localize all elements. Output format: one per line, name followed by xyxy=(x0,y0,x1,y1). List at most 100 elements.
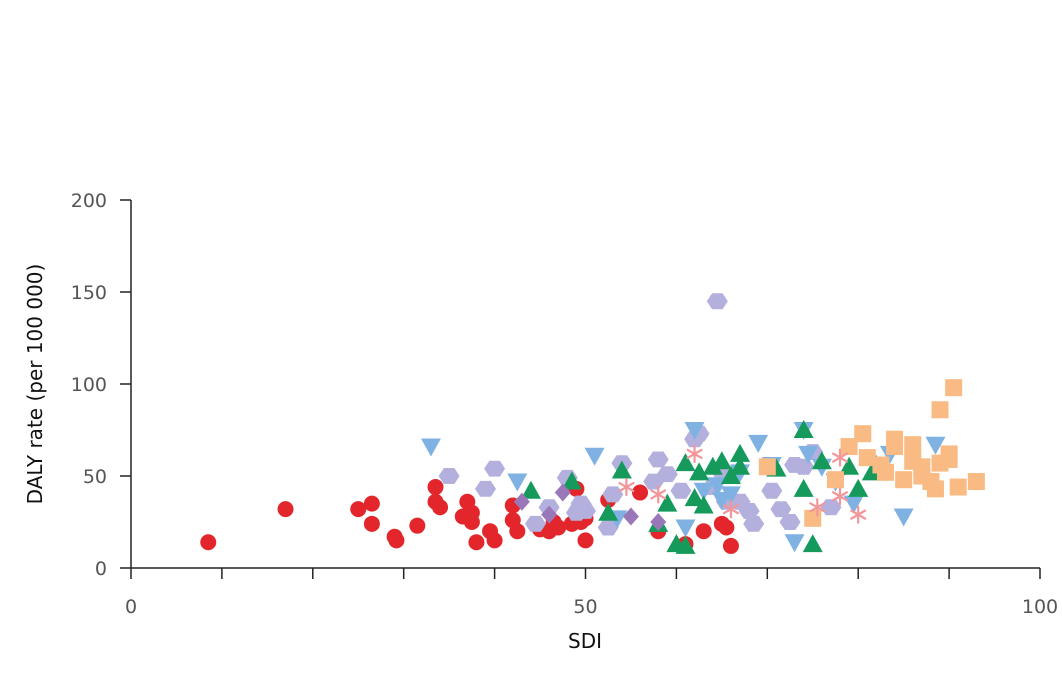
data-point-triangle-down xyxy=(893,508,914,527)
data-point-triangle-up xyxy=(848,478,869,497)
x-ticks: 0 50 100 xyxy=(125,568,1058,618)
data-point-circle xyxy=(427,479,444,496)
data-point-circle xyxy=(388,532,405,549)
data-point-triangle-up xyxy=(702,456,723,475)
data-point-triangle-down xyxy=(925,436,946,455)
data-point-circle xyxy=(486,532,503,549)
data-point-square xyxy=(945,379,963,397)
data-point-square xyxy=(931,401,949,419)
data-point-square xyxy=(949,478,967,496)
data-point-hexagon xyxy=(647,451,669,468)
y-tick-label: 100 xyxy=(71,374,107,396)
data-point-circle xyxy=(695,523,712,540)
data-point-diamond xyxy=(622,507,639,526)
data-point-hexagon xyxy=(597,519,619,536)
data-point-square xyxy=(826,471,844,489)
data-point-triangle-down xyxy=(798,445,819,464)
x-tick-label: 0 xyxy=(125,596,137,618)
data-point-hexagon xyxy=(770,501,792,518)
data-point-square xyxy=(904,436,922,454)
data-point-hexagon xyxy=(475,480,496,497)
x-axis-title: SDI xyxy=(568,629,602,653)
y-axis-title: DALY rate (per 100 000) xyxy=(23,264,47,505)
data-point-triangle-up xyxy=(611,460,632,479)
data-point-asterisk xyxy=(831,448,849,467)
data-point-circle xyxy=(200,534,217,551)
data-point-circle xyxy=(468,534,485,551)
data-point-hexagon xyxy=(484,460,506,477)
data-point-hexagon xyxy=(761,482,783,499)
data-point-asterisk xyxy=(831,487,849,506)
data-point-diamond xyxy=(554,483,571,502)
data-point-hexagon xyxy=(656,466,678,483)
data-point-square xyxy=(804,509,822,527)
data-point-diamond xyxy=(513,492,530,511)
data-point-triangle-up xyxy=(598,502,619,521)
data-point-square xyxy=(886,430,904,448)
data-point-triangle-down xyxy=(684,422,705,440)
data-point-hexagon xyxy=(525,515,546,532)
data-point-circle xyxy=(277,501,294,518)
data-point-square xyxy=(854,425,872,443)
data-point-hexagon xyxy=(743,515,765,532)
data-point-circle xyxy=(509,523,526,540)
data-point-triangle-down xyxy=(507,473,528,492)
data-point-triangle-up xyxy=(793,420,814,438)
data-point-hexagon xyxy=(820,499,842,516)
data-point-square xyxy=(876,463,894,481)
data-point-triangle-up xyxy=(730,456,751,475)
x-tick-label: 50 xyxy=(573,596,597,618)
data-point-circle xyxy=(577,532,594,549)
y-tick-label: 200 xyxy=(71,190,107,212)
data-point-triangle-down xyxy=(693,482,714,501)
data-point-hexagon xyxy=(575,503,596,519)
data-point-triangle-up xyxy=(675,453,696,472)
data-point-triangle-up xyxy=(720,466,741,484)
data-point-triangle-down xyxy=(748,434,769,453)
data-point-hexagon xyxy=(670,482,692,499)
data-point-triangle-down xyxy=(584,447,605,466)
data-point-asterisk xyxy=(618,477,635,497)
data-point-circle xyxy=(350,501,367,518)
data-point-square xyxy=(758,458,776,476)
data-point-square xyxy=(840,438,858,456)
data-point-triangle-up xyxy=(730,443,751,462)
data-point-triangle-down xyxy=(843,495,864,514)
data-point-triangle-up xyxy=(693,495,714,514)
data-point-diamond xyxy=(541,505,558,524)
data-point-circle xyxy=(432,499,449,516)
data-point-circle xyxy=(722,537,739,554)
data-point-triangle-up xyxy=(711,451,732,470)
data-point-triangle-up xyxy=(561,471,582,490)
data-point-triangle-down xyxy=(675,519,696,538)
data-layer xyxy=(200,293,985,554)
data-point-square xyxy=(926,480,944,498)
data-point-triangle-up xyxy=(675,535,696,554)
data-point-triangle-up xyxy=(689,462,710,481)
data-point-diamond xyxy=(650,513,667,531)
data-point-triangle-up xyxy=(839,456,860,475)
data-point-asterisk xyxy=(686,444,703,464)
data-point-asterisk xyxy=(850,505,867,524)
data-point-hexagon xyxy=(779,514,801,530)
data-point-asterisk xyxy=(722,500,739,519)
data-point-square xyxy=(895,471,913,489)
data-point-square xyxy=(967,473,985,491)
x-tick-label: 100 xyxy=(1022,596,1058,618)
data-point-asterisk xyxy=(809,498,826,517)
data-point-hexagon xyxy=(706,293,728,310)
data-point-triangle-up xyxy=(684,488,705,507)
data-point-hexagon xyxy=(643,473,665,490)
y-tick-label: 50 xyxy=(83,466,107,488)
data-point-circle xyxy=(409,517,426,534)
data-point-triangle-up xyxy=(811,451,832,470)
data-point-circle xyxy=(718,519,735,536)
y-tick-label: 150 xyxy=(71,282,107,304)
data-point-hexagon xyxy=(793,458,815,475)
data-point-circle xyxy=(632,484,649,501)
data-point-triangle-down xyxy=(784,534,805,553)
data-point-triangle-down xyxy=(720,486,741,505)
data-point-hexagon xyxy=(738,503,760,519)
y-ticks: 0 50 100 150 200 xyxy=(71,190,131,580)
